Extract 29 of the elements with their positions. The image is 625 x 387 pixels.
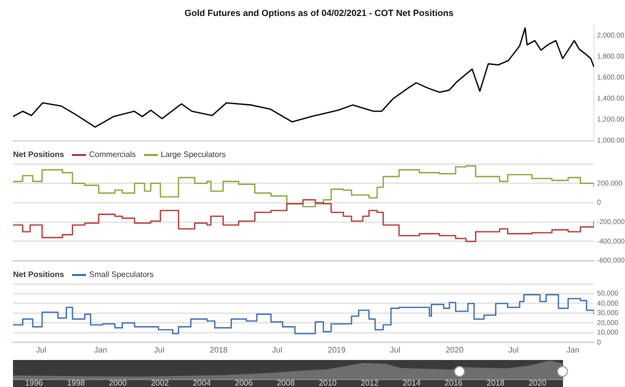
x-tick-label: 2019 (328, 345, 346, 354)
x-tick-label: 2006 (234, 378, 254, 387)
x-tick-label: Jul (272, 345, 282, 354)
x-tick-label: 2016 (444, 378, 464, 387)
legend-label: Large Speculators (160, 150, 226, 159)
x-tick-label: 2020 (528, 378, 547, 387)
x-tick-label: 1996 (25, 378, 44, 387)
x-tick-label: Jan (566, 345, 580, 354)
x-tick-label: 2004 (192, 378, 212, 387)
x-tick-label: Jul (508, 345, 519, 354)
x-tick-label: Jan (94, 345, 108, 354)
x-tick-label: 1998 (67, 378, 86, 387)
x-tick-label: Jul (36, 345, 46, 354)
x-tick-label: 2000 (108, 378, 128, 387)
x-tick-label: Jul (154, 345, 164, 354)
x-tick-label: 2008 (276, 378, 296, 387)
legend-label: Commercials (88, 150, 136, 159)
legend-label: Small Speculators (88, 270, 154, 279)
x-tick-label: 2020 (446, 345, 464, 354)
x-tick-label: 2010 (318, 378, 338, 387)
chart-title: Gold Futures and Options as of 04/02/2021 - COT Net Positions (184, 8, 454, 18)
x-tick-label: 2018 (210, 345, 228, 354)
x-tick-label: 2002 (150, 378, 170, 387)
legend-title: Net Positions (13, 270, 64, 279)
x-tick-label: Jul (390, 345, 400, 354)
x-tick-label: 2018 (486, 378, 506, 387)
legend-title: Net Positions (13, 150, 64, 159)
x-tick-label: 2014 (402, 378, 422, 387)
x-tick-label: 2012 (360, 378, 380, 387)
